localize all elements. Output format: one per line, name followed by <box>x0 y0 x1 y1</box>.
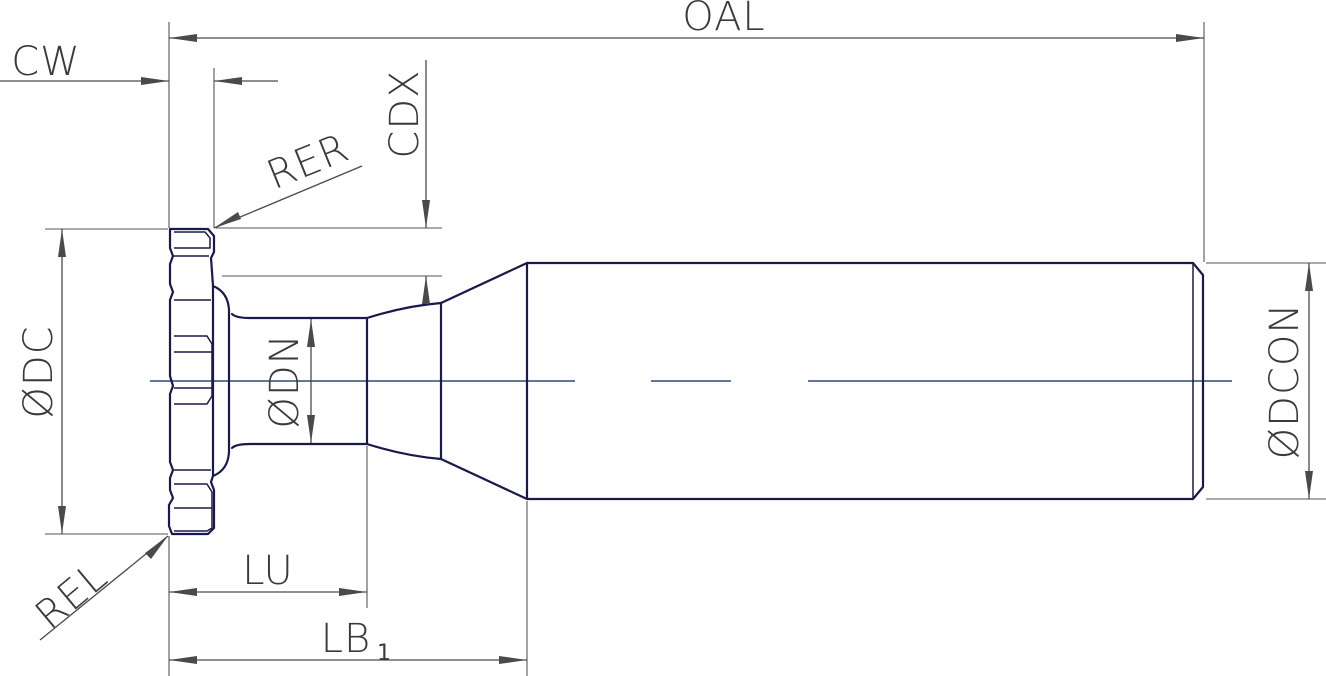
label-dcon: ØDCON <box>1262 303 1308 460</box>
dimension-rer: RER <box>213 125 363 229</box>
dimension-lu: LU <box>168 446 368 676</box>
tool-outline <box>167 227 1205 536</box>
label-dc: ØDC <box>16 325 62 418</box>
label-rel: REL <box>27 553 117 639</box>
dimension-rel: REL <box>27 535 169 641</box>
dimension-oal: OAL <box>168 0 1205 262</box>
label-dn: ØDN <box>262 333 308 428</box>
label-lb1: LB <box>321 616 371 662</box>
label-lb1-subscript: 1 <box>377 641 391 666</box>
dimension-dcon: ØDCON <box>1206 262 1326 500</box>
neck <box>211 284 443 478</box>
label-oal: OAL <box>682 0 765 40</box>
dimension-cw: CW <box>0 39 278 228</box>
taper <box>439 261 529 501</box>
dimension-cdx: CDX <box>216 60 442 304</box>
label-cw: CW <box>11 39 80 85</box>
dimension-lb1: LB 1 <box>169 501 528 676</box>
dimension-dc: ØDC <box>16 228 168 535</box>
dimension-dn: ØDN <box>262 319 315 443</box>
cutter-head <box>167 227 216 536</box>
label-cdx: CDX <box>382 69 428 158</box>
label-lu: LU <box>242 548 294 594</box>
